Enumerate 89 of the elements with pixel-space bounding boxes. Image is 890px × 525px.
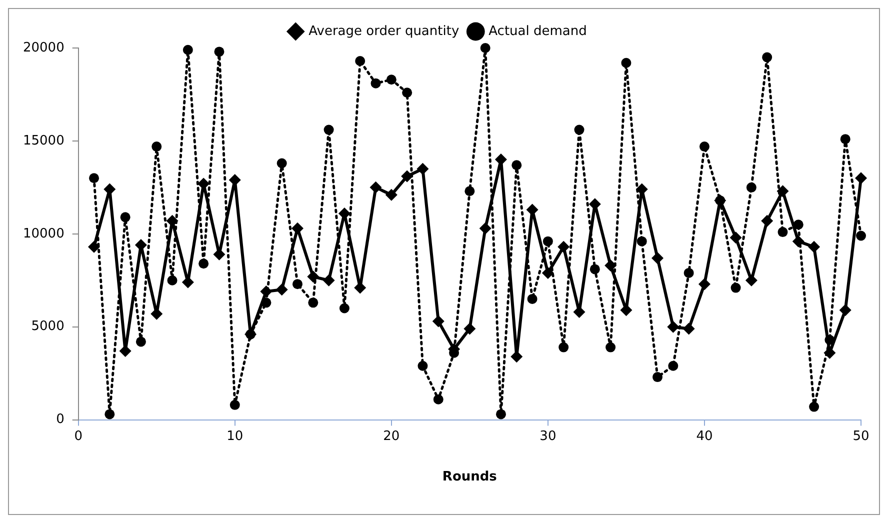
y-tick-label: 15000 — [22, 133, 64, 148]
legend-label: Actual demand — [488, 24, 587, 39]
point — [322, 274, 335, 286]
point — [324, 124, 334, 135]
point — [684, 268, 694, 278]
point — [667, 320, 680, 333]
point — [88, 240, 100, 253]
point — [104, 409, 115, 420]
point — [761, 214, 774, 227]
point — [512, 160, 522, 170]
point — [808, 240, 820, 253]
point — [464, 322, 476, 335]
point — [776, 185, 789, 198]
y-tick-label: 10000 — [22, 226, 64, 242]
point — [682, 322, 695, 335]
point — [182, 44, 193, 55]
point — [542, 266, 554, 279]
point — [89, 173, 100, 184]
x-axis-title: Rounds — [442, 470, 498, 485]
point — [606, 342, 616, 352]
x-tick-label: 30 — [540, 428, 556, 444]
point — [840, 134, 850, 144]
point — [479, 222, 492, 234]
point — [307, 270, 320, 283]
point — [119, 345, 132, 358]
point — [370, 78, 381, 88]
point — [762, 52, 772, 62]
point — [636, 236, 647, 246]
point — [418, 360, 428, 371]
legend-label: Average order quantity — [308, 24, 460, 39]
point — [574, 124, 584, 135]
x-tick-label: 50 — [852, 428, 870, 444]
point — [198, 258, 209, 269]
point — [542, 236, 553, 246]
point — [385, 188, 398, 201]
point — [416, 162, 429, 175]
point — [339, 303, 350, 314]
point — [730, 282, 741, 293]
point — [698, 278, 710, 290]
point — [855, 172, 867, 184]
y-tick-label: 0 — [56, 412, 64, 428]
point — [558, 240, 570, 253]
point — [152, 142, 162, 152]
point — [809, 402, 820, 412]
point — [433, 394, 444, 404]
y-tick-label: 5000 — [31, 319, 64, 334]
point — [386, 74, 396, 85]
point — [699, 142, 710, 152]
point — [778, 227, 788, 238]
point — [527, 294, 538, 304]
x-tick-label: 0 — [74, 428, 82, 444]
point — [228, 174, 241, 186]
point — [839, 304, 852, 316]
x-tick-label: 20 — [383, 428, 400, 444]
point — [621, 58, 632, 68]
y-tick-label: 20000 — [22, 40, 64, 56]
point — [260, 286, 272, 298]
point — [291, 222, 304, 234]
point — [668, 360, 678, 371]
point — [652, 372, 663, 382]
point — [120, 212, 130, 222]
point — [276, 284, 288, 296]
point — [792, 235, 804, 248]
point — [230, 400, 240, 410]
point — [496, 409, 506, 420]
point — [136, 336, 146, 347]
point — [590, 264, 600, 274]
point — [308, 298, 318, 308]
point — [370, 181, 382, 194]
point — [214, 46, 224, 57]
point — [167, 275, 178, 286]
point — [401, 170, 414, 182]
point — [292, 279, 302, 290]
point — [510, 350, 523, 363]
point — [652, 252, 664, 264]
point — [558, 342, 569, 352]
point — [480, 43, 490, 53]
point — [432, 315, 444, 328]
point — [402, 88, 412, 98]
point — [730, 232, 742, 244]
point — [276, 158, 287, 168]
point — [745, 274, 758, 286]
x-tick-label: 40 — [696, 428, 713, 444]
point — [464, 186, 475, 196]
point — [355, 56, 366, 66]
point — [746, 182, 756, 192]
point — [856, 230, 866, 241]
point — [604, 260, 617, 272]
x-tick-label: 10 — [226, 428, 244, 444]
